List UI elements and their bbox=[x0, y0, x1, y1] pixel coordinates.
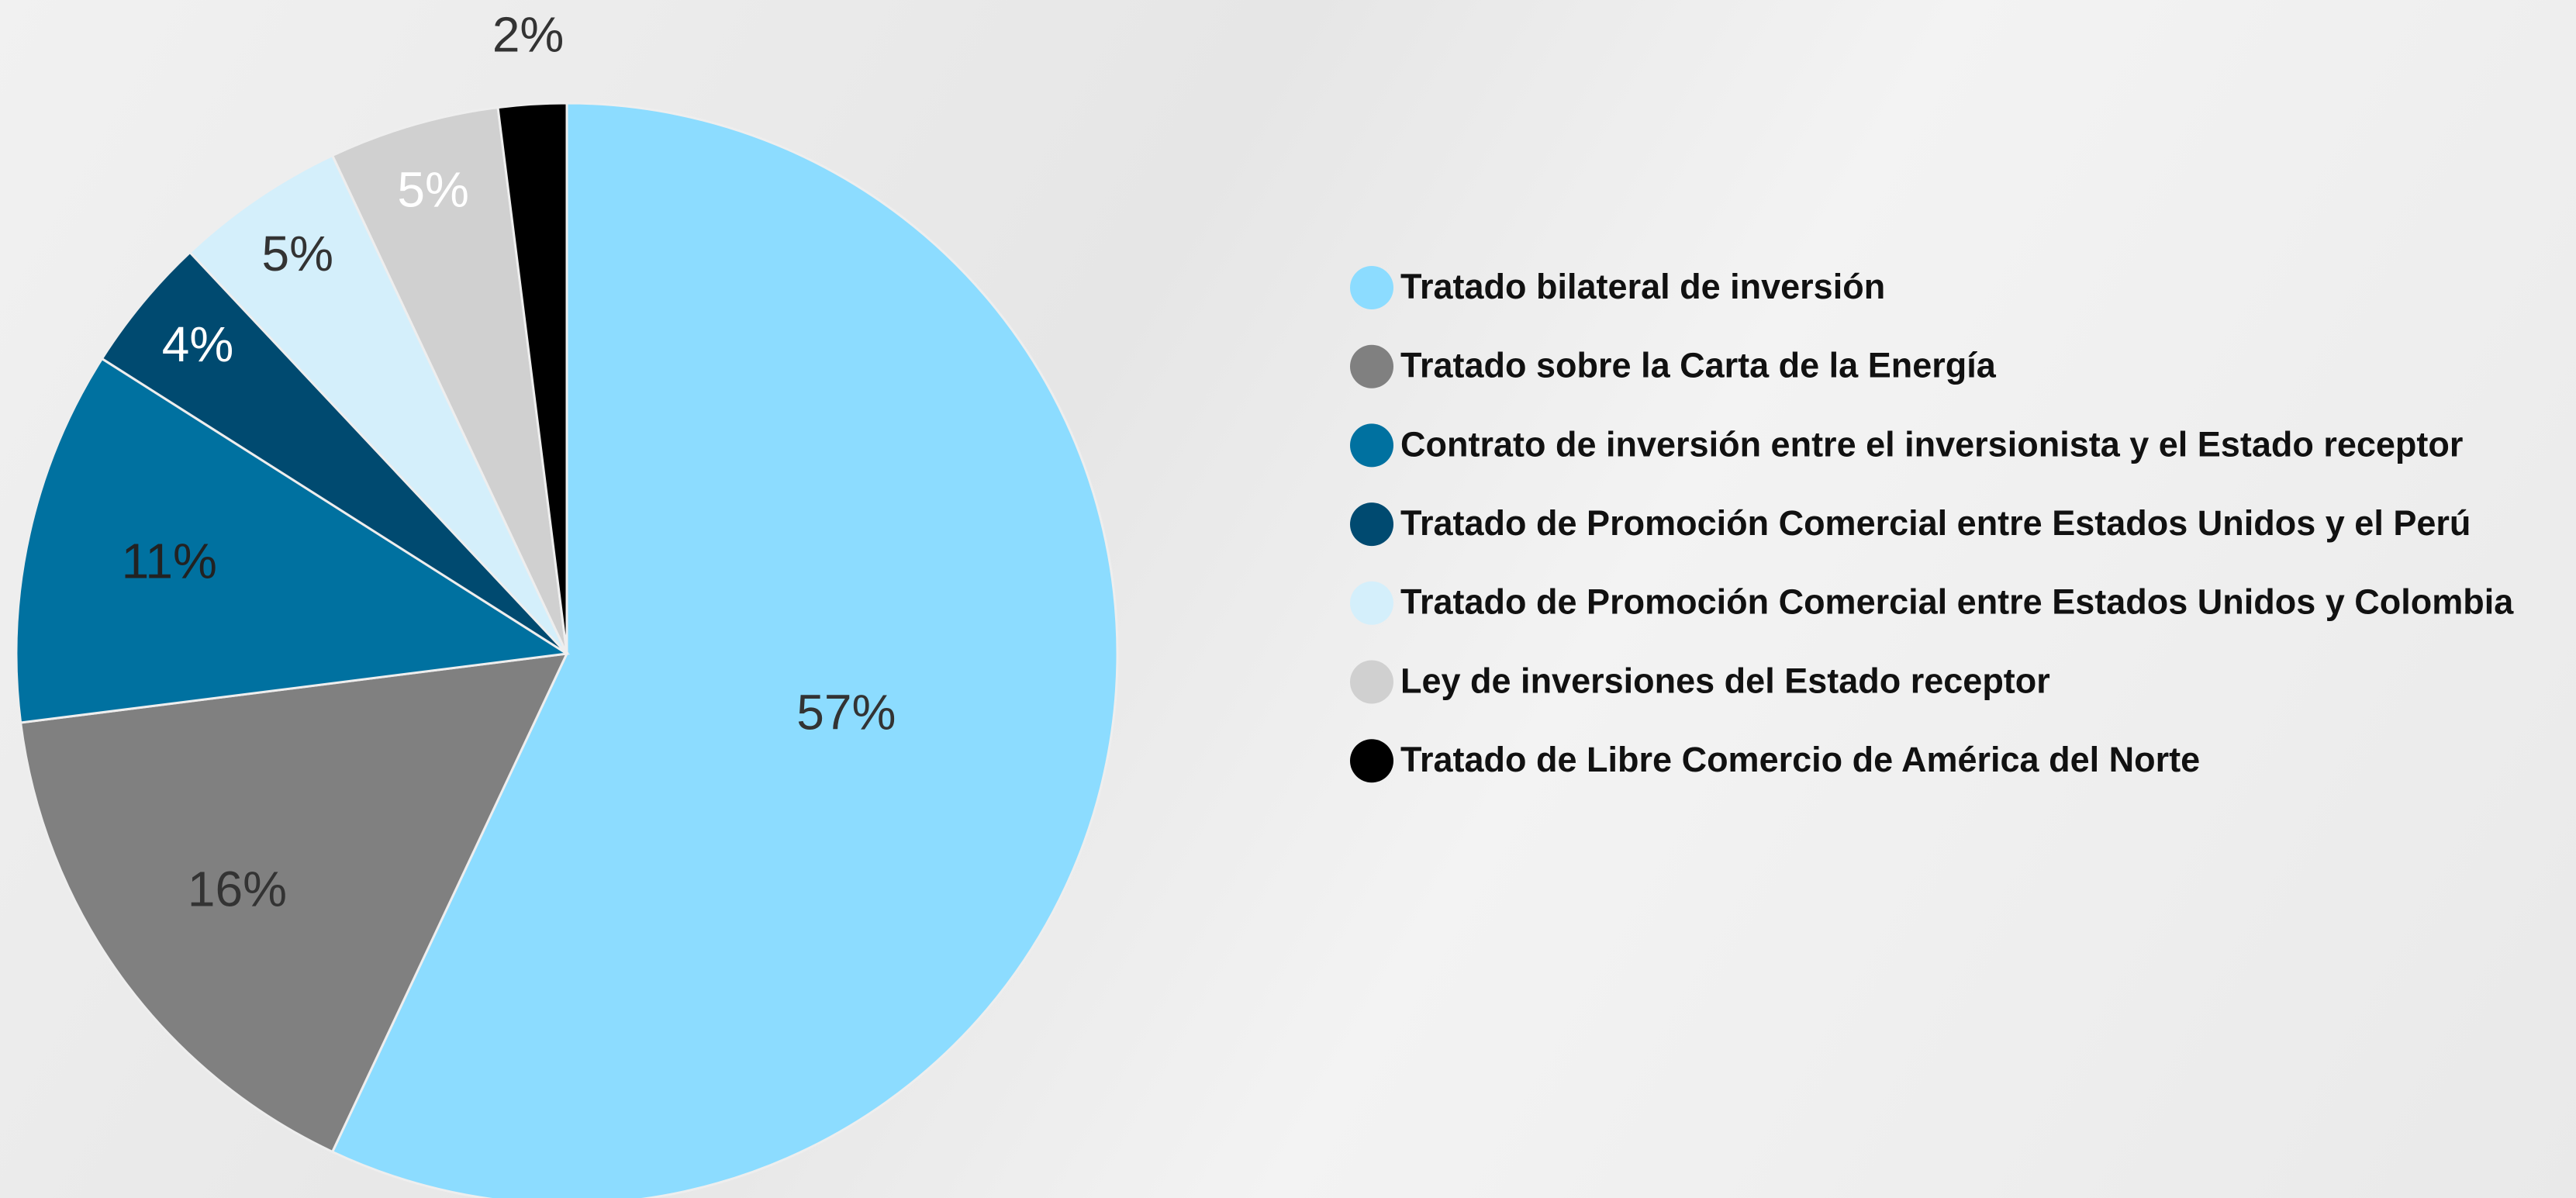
slice-label: 4% bbox=[162, 316, 234, 372]
slice-label: 11% bbox=[122, 533, 217, 589]
pie: 57% 16% 11% 4% 5% 5% 2% bbox=[15, 6, 1119, 1198]
legend-swatch bbox=[1350, 266, 1393, 309]
legend-label: Tratado de Libre Comercio de América del… bbox=[1400, 740, 2200, 779]
pie-slice bbox=[330, 105, 568, 654]
legend-label: Tratado bilateral de inversión bbox=[1400, 267, 1885, 306]
pie-slice bbox=[496, 102, 568, 654]
legend-swatch bbox=[1350, 739, 1393, 783]
legend-swatch bbox=[1350, 502, 1393, 547]
pie-slice bbox=[15, 357, 571, 724]
legend-swatch bbox=[1350, 344, 1393, 388]
slice-label: 5% bbox=[262, 226, 334, 281]
pie-slice bbox=[19, 652, 569, 1154]
pie-slice bbox=[100, 250, 568, 655]
pie-slice bbox=[330, 102, 1119, 1198]
legend-label: Tratado de Promoción Comercial entre Est… bbox=[1400, 582, 2514, 622]
legend-label: Tratado sobre la Carta de la Energía bbox=[1400, 346, 1997, 385]
legend-swatch bbox=[1350, 660, 1393, 704]
slice-label: 2% bbox=[492, 6, 565, 62]
legend-label: Tratado de Promoción Comercial entre Est… bbox=[1400, 503, 2471, 543]
legend-label: Ley de inversiones del Estado receptor bbox=[1400, 661, 2050, 700]
slice-label: 16% bbox=[188, 861, 287, 917]
slice-label: 57% bbox=[796, 684, 896, 740]
legend-swatch bbox=[1350, 423, 1393, 468]
slice-label: 5% bbox=[397, 162, 469, 218]
legend: Tratado bilateral de inversión Tratado so… bbox=[1350, 266, 2514, 783]
legend-swatch bbox=[1350, 581, 1393, 625]
legend-label: Contrato de inversión entre el inversion… bbox=[1400, 424, 2463, 464]
pie-slice bbox=[188, 154, 568, 655]
